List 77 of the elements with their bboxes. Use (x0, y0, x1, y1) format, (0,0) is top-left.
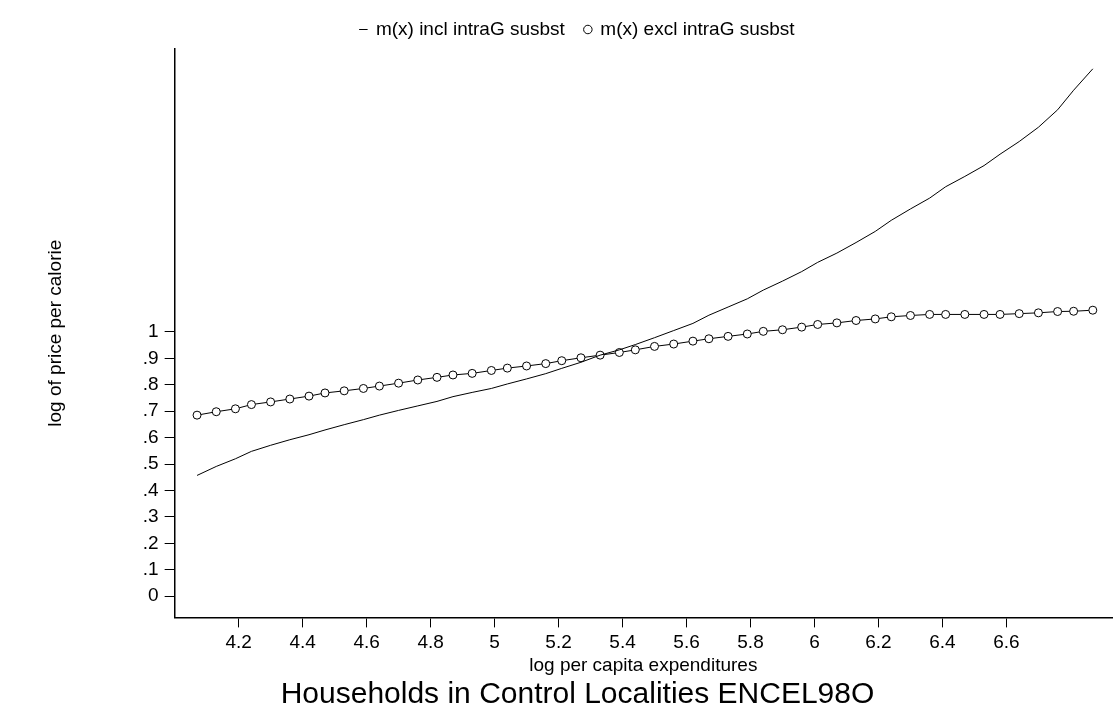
point (723, 331, 733, 341)
y-tick-label: .7 (142, 399, 159, 421)
y-tick-label: .8 (142, 372, 159, 394)
point (467, 368, 477, 378)
point (448, 370, 458, 380)
point (688, 336, 698, 346)
y-tick-label: .1 (142, 558, 159, 580)
point (797, 322, 807, 332)
legend-label: m(x) incl intraG susbst (375, 17, 566, 39)
x-tick-label: 4.8 (417, 631, 444, 653)
x-axis-title: log per capita expenditures (529, 653, 758, 675)
y-tick-label: 1 (148, 320, 159, 342)
point (192, 410, 202, 420)
point (704, 334, 714, 344)
x-tick-label: 5.6 (673, 631, 700, 653)
x-tick-label: 4.6 (353, 631, 380, 653)
y-tick-label: .5 (142, 452, 159, 474)
x-tick-label: 6 (809, 631, 820, 653)
point (432, 372, 442, 382)
point (979, 309, 989, 319)
point (1088, 305, 1098, 315)
point (1014, 309, 1024, 319)
point (941, 309, 951, 319)
text: Households in Control Localities ENCEL98O (280, 676, 875, 710)
x-tick-label: 4.4 (289, 631, 317, 653)
y-tick-label: .6 (142, 425, 159, 447)
point (211, 407, 221, 417)
point (557, 356, 567, 366)
x-tick-label: 6.4 (929, 631, 957, 653)
point (266, 397, 276, 407)
point (541, 359, 551, 369)
point (486, 365, 496, 375)
x-tick-label: 4.2 (225, 631, 252, 653)
point (413, 375, 423, 385)
point (995, 309, 1005, 319)
point (285, 394, 295, 404)
x-tick-label: 5.2 (545, 631, 572, 653)
point (758, 326, 768, 336)
point (230, 404, 240, 414)
y-tick-label: .2 (142, 531, 159, 553)
point (813, 319, 823, 329)
x-tick-label: 5.4 (609, 631, 637, 653)
x-tick-label: 6.6 (993, 631, 1020, 653)
point (925, 309, 935, 319)
y-axis-title: log of price per calorie (43, 239, 65, 427)
point (905, 310, 915, 320)
point (358, 383, 368, 393)
point (832, 318, 842, 328)
x-tick-label: 5.8 (737, 631, 764, 653)
point (246, 400, 256, 410)
point (522, 361, 532, 371)
y-tick-label: .9 (142, 346, 159, 368)
point (394, 378, 404, 388)
legend-label: m(x) excl intraG susbst (600, 17, 796, 39)
point (339, 386, 349, 396)
x-tick-label: 6.2 (865, 631, 892, 653)
point (502, 363, 512, 373)
point (1053, 307, 1063, 317)
point (374, 381, 384, 391)
point (1069, 306, 1079, 316)
point (886, 312, 896, 322)
point (320, 388, 330, 398)
point (630, 345, 640, 355)
point (870, 314, 880, 324)
point (742, 329, 752, 339)
y-tick-label: .4 (142, 478, 160, 500)
y-tick-label: 0 (148, 584, 159, 606)
point (669, 339, 679, 349)
point (960, 309, 970, 319)
point (576, 353, 586, 363)
point (851, 316, 861, 326)
y-tick-label: .3 (142, 505, 159, 527)
point (777, 325, 787, 335)
point (650, 341, 660, 351)
x-tick-label: 5 (489, 631, 500, 653)
point (1033, 308, 1043, 318)
point (304, 391, 314, 401)
